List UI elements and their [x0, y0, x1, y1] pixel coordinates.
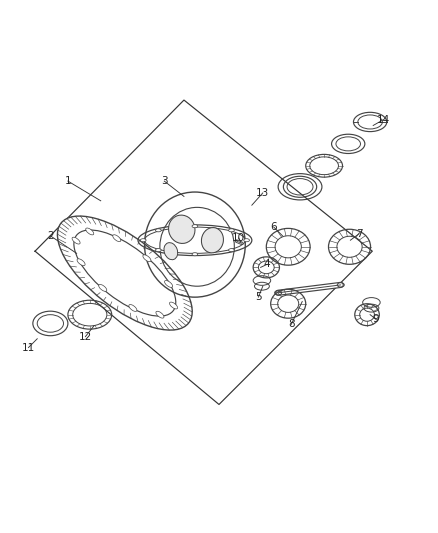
Ellipse shape	[86, 228, 94, 235]
Ellipse shape	[155, 248, 161, 252]
Ellipse shape	[155, 229, 161, 232]
Text: 7: 7	[356, 229, 363, 239]
Text: 4: 4	[264, 260, 271, 269]
Ellipse shape	[143, 255, 151, 262]
Ellipse shape	[129, 304, 137, 311]
Text: 5: 5	[255, 292, 262, 302]
Text: 2: 2	[47, 231, 54, 241]
Ellipse shape	[113, 235, 121, 241]
Text: 9: 9	[372, 314, 379, 324]
Ellipse shape	[229, 248, 234, 252]
Ellipse shape	[140, 239, 146, 242]
Text: 3: 3	[161, 176, 168, 186]
Ellipse shape	[77, 259, 85, 265]
Ellipse shape	[244, 239, 250, 242]
Ellipse shape	[201, 228, 223, 253]
Text: 1: 1	[64, 176, 71, 186]
Ellipse shape	[99, 285, 107, 292]
Ellipse shape	[192, 253, 198, 256]
Ellipse shape	[156, 311, 164, 318]
Text: 10: 10	[232, 233, 245, 243]
Ellipse shape	[164, 243, 178, 260]
Ellipse shape	[192, 225, 198, 228]
Text: 8: 8	[288, 319, 295, 329]
Text: 11: 11	[22, 343, 35, 352]
Ellipse shape	[72, 237, 80, 244]
Ellipse shape	[169, 215, 195, 244]
Ellipse shape	[165, 280, 173, 287]
Text: 14: 14	[377, 115, 390, 125]
Text: 12: 12	[79, 332, 92, 342]
Ellipse shape	[57, 216, 192, 330]
Ellipse shape	[170, 302, 177, 309]
Text: 6: 6	[270, 222, 277, 232]
Text: 13: 13	[256, 188, 269, 198]
Ellipse shape	[229, 229, 234, 232]
